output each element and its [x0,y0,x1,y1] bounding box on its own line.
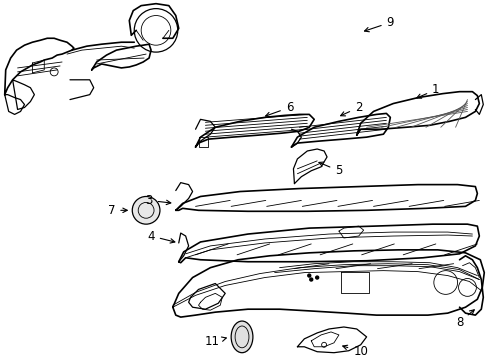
Text: 7: 7 [107,204,127,217]
Text: 6: 6 [265,101,293,117]
Circle shape [307,274,310,277]
Text: 11: 11 [204,335,226,348]
Circle shape [315,276,318,279]
Text: 1: 1 [416,83,439,98]
Text: 10: 10 [342,345,367,358]
Text: 3: 3 [145,194,170,207]
Text: 4: 4 [147,230,175,243]
Ellipse shape [232,322,251,352]
Circle shape [309,278,312,281]
Text: 9: 9 [364,16,393,32]
Circle shape [133,198,159,223]
Text: 8: 8 [455,310,473,329]
Text: 5: 5 [318,162,342,177]
Text: 2: 2 [340,101,362,116]
